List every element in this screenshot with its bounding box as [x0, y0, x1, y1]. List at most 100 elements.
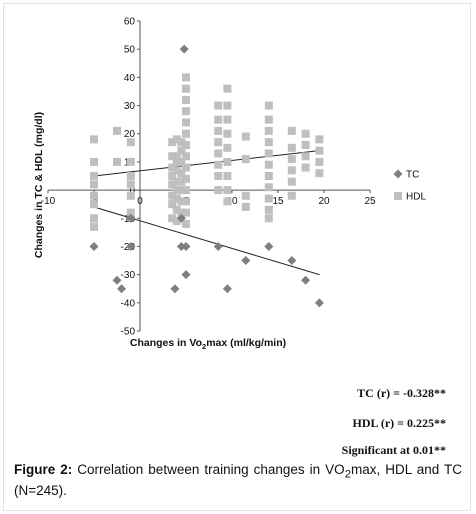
x-axis-label-prefix: Changes in Vo [130, 337, 202, 349]
hdl-point [223, 129, 232, 138]
tc-correlation-stat: TC (r) = -0.328** [357, 386, 446, 400]
hdl-point [264, 115, 273, 124]
hdl-point [223, 115, 232, 124]
hdl-point [264, 160, 273, 169]
hdl-point [172, 194, 181, 203]
hdl-point [182, 197, 190, 206]
hdl-point [90, 222, 98, 231]
y-tick-label: 30 [124, 101, 136, 112]
hdl-point [126, 138, 135, 147]
hdl-point [241, 191, 250, 200]
hdl-point [177, 146, 186, 155]
hdl-point [168, 163, 177, 172]
hdl-point [172, 217, 181, 226]
hdl-point [90, 214, 98, 223]
hdl-point [264, 214, 273, 223]
hdl-point [126, 208, 135, 217]
hdl-point [90, 180, 98, 189]
y-tick-label: 0 [129, 186, 135, 197]
tc-point [170, 284, 180, 294]
hdl-point [172, 152, 181, 161]
x-axis-label: Changes in Vo2max (ml/kg/min) [130, 337, 286, 351]
hdl-point [182, 107, 190, 116]
hdl-point [301, 141, 310, 149]
tc-point [213, 241, 223, 251]
y-tick-label: -30 [121, 270, 136, 281]
hdl-point [182, 129, 190, 138]
hdl-correlation-stat: HDL (r) = 0.225** [352, 416, 447, 430]
hdl-point [182, 84, 190, 93]
tc-point [287, 256, 297, 266]
hdl-point [172, 186, 181, 195]
hdl-point [287, 166, 296, 175]
tc-point [222, 284, 232, 294]
y-tick-label: 40 [124, 73, 136, 84]
x-tick-label: 0 [137, 196, 143, 207]
hdl-point [315, 169, 324, 178]
hdl-point [264, 126, 273, 135]
caption-subscript: 2 [344, 468, 351, 481]
hdl-point [264, 101, 273, 110]
hdl-point [172, 205, 181, 214]
hdl-point [223, 172, 232, 180]
hdl-point [182, 219, 190, 228]
x-tick-label: 10 [226, 196, 238, 207]
tc-point [117, 284, 127, 294]
hdl-point [177, 138, 186, 147]
hdl-point [172, 135, 181, 144]
tc-legend-marker [393, 169, 403, 179]
hdl-point [223, 197, 232, 206]
tc-point [89, 241, 99, 251]
hdl-point [90, 191, 98, 200]
hdl-point [241, 203, 250, 211]
hdl-point [287, 126, 296, 135]
hdl-trendline [93, 150, 320, 177]
tc-point [176, 241, 186, 251]
y-tick-label: 60 [124, 17, 136, 28]
hdl-point [214, 115, 223, 124]
hdl-point [264, 149, 273, 158]
hdl-point [182, 118, 190, 127]
hdl-point [287, 191, 296, 200]
x-tick-label: 20 [318, 196, 330, 207]
tc-point [264, 241, 274, 251]
caption-text-before: Correlation between training changes in … [72, 462, 345, 477]
hdl-point [214, 160, 223, 169]
hdl-point [177, 197, 186, 206]
tc-point [241, 256, 251, 266]
figure-frame [3, 3, 471, 511]
hdl-point [214, 186, 223, 195]
hdl-point [241, 155, 250, 164]
hdl-point [168, 191, 177, 200]
hdl-point [214, 138, 223, 147]
y-axis-label: Changes in TC & HDL (mg/dl) [33, 112, 45, 258]
hdl-legend-marker [394, 192, 402, 200]
caption-text-after: max, HDL and TC (N=245). [14, 462, 462, 498]
hdl-point [90, 172, 98, 180]
x-tick-label: 15 [272, 196, 284, 207]
tc-point [126, 241, 136, 251]
hdl-legend-label: HDL [406, 192, 426, 203]
hdl-point [264, 172, 273, 180]
hdl-point [177, 208, 186, 217]
hdl-point [177, 169, 186, 178]
hdl-point [301, 129, 310, 138]
hdl-point [287, 155, 296, 164]
hdl-point [315, 135, 324, 144]
hdl-point [182, 186, 190, 195]
hdl-point [168, 172, 177, 180]
hdl-point [90, 135, 98, 144]
hdl-point [214, 126, 223, 135]
hdl-point [126, 191, 135, 200]
hdl-point [90, 200, 98, 209]
hdl-point [223, 143, 232, 152]
y-tick-label: 50 [124, 45, 136, 56]
tc-point [181, 270, 191, 280]
hdl-point [182, 174, 190, 183]
hdl-point [264, 183, 273, 192]
hdl-point [315, 157, 324, 166]
x-axis-label-subscript: 2 [202, 342, 206, 351]
hdl-point [168, 180, 177, 189]
hdl-point [126, 157, 135, 166]
hdl-point [172, 177, 181, 186]
